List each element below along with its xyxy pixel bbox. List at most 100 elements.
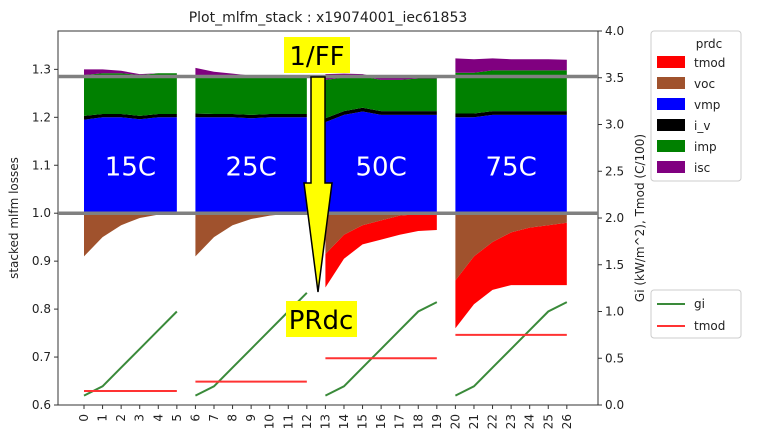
y2-tick-label: 0.0: [605, 398, 624, 412]
x-tick-label: 6: [188, 414, 202, 422]
y2-tick-label: 1.0: [605, 305, 624, 319]
area-vmp: [455, 114, 567, 214]
y-tick-label: 0.9: [32, 254, 51, 268]
legend-swatch-tmod: [657, 56, 685, 68]
group-label: 50C: [355, 152, 406, 182]
x-tick-label: 5: [170, 414, 184, 422]
annotation-top-bg: [284, 37, 350, 73]
x-tick-label: 3: [133, 414, 147, 422]
x-tick-label: 1: [96, 414, 110, 422]
x-tick-label: 0: [77, 414, 91, 422]
area-imp: [325, 76, 437, 119]
down-arrow: [303, 76, 333, 293]
group-label: 25C: [226, 152, 277, 182]
axis-ticks: 0.6 0.7 0.8 0.9 1.0 1.1 1.2 1.3 0.0 0.5 1.0 1.5 2.0 2…: [32, 24, 624, 429]
x-tick-label: 2: [114, 414, 128, 422]
area-isc: [84, 69, 177, 76]
x-tick-label: 25: [541, 414, 555, 429]
area-vmp: [84, 117, 177, 214]
x-tick-label: 17: [393, 414, 407, 429]
x-tick-label: 24: [523, 414, 537, 429]
x-tick-label: 20: [448, 414, 462, 429]
legend-label-isc: isc: [694, 161, 710, 175]
legend-line-label-gi: gi: [694, 297, 705, 311]
x-tick-label: 9: [244, 414, 258, 422]
x-tick-label: 22: [486, 414, 500, 429]
gi-line: [83, 310, 178, 397]
group-label: 15C: [105, 152, 156, 182]
legend-label-i_v: i_v: [694, 119, 710, 133]
legend-line-label-tmod: tmod: [694, 319, 725, 333]
y-axis-label-left: stacked mlfm losses: [7, 157, 21, 279]
annotation-top: 1/FF: [289, 42, 344, 72]
x-tick-label: 15: [356, 414, 370, 429]
area-vmp: [325, 111, 437, 214]
line-legend: gi tmod: [650, 289, 742, 339]
x-tick-label: 4: [151, 414, 165, 422]
x-tick-label: 12: [300, 414, 314, 429]
line-series: [83, 292, 568, 397]
stack-legend-title: prdc: [696, 37, 723, 51]
arrow-annotation: 1/FF PRdc: [284, 37, 357, 337]
stack-areas: [84, 58, 567, 329]
area-i_v: [325, 107, 437, 123]
area-voc: [195, 213, 307, 257]
legend-swatch-voc: [657, 77, 685, 89]
area-i_v: [84, 113, 177, 120]
legend-swatch-i_v: [657, 119, 685, 131]
area-imp: [455, 70, 567, 114]
x-tick-label: 19: [430, 414, 444, 429]
x-tick-label: 10: [263, 414, 277, 429]
y-tick-label: 1.0: [32, 206, 51, 220]
y2-tick-label: 0.5: [605, 351, 624, 365]
gi-line: [454, 301, 568, 397]
x-tick-label: 8: [226, 414, 240, 422]
group-labels: 15C 25C 50C 75C: [105, 152, 537, 182]
legend-swatch-vmp: [657, 98, 685, 110]
x-tick-label: 14: [337, 414, 351, 429]
y2-tick-label: 3.0: [605, 118, 624, 132]
area-i_v: [455, 111, 567, 118]
x-tick-label: 21: [467, 414, 481, 429]
y-axis-label-right: Gi (kW/m^2), Tmod (C/100): [633, 134, 647, 302]
y2-tick-label: 2.0: [605, 211, 624, 225]
area-vmp: [195, 117, 307, 214]
group-label: 75C: [485, 152, 536, 182]
x-tick-label: 13: [318, 414, 332, 429]
area-voc: [325, 213, 437, 254]
chart-title: Plot_mlfm_stack : x19074001_iec61853: [189, 10, 468, 26]
annotation-bottom: PRdc: [289, 306, 354, 336]
legend-swatch-imp: [657, 140, 685, 152]
y-tick-label: 0.7: [32, 350, 51, 364]
legend-label-voc: voc: [694, 77, 715, 91]
y-tick-label: 0.8: [32, 302, 51, 316]
area-voc: [84, 213, 177, 257]
area-isc: [195, 67, 307, 77]
y2-tick-label: 3.5: [605, 71, 624, 85]
legend-label-vmp: vmp: [694, 98, 720, 112]
x-tick-label: 18: [411, 414, 425, 429]
x-tick-label: 16: [374, 414, 388, 429]
x-tick-label: 7: [207, 414, 221, 422]
x-tick-label: 23: [504, 414, 518, 429]
y2-tick-label: 2.5: [605, 164, 624, 178]
x-tick-label: 26: [560, 414, 574, 429]
area-imp: [195, 75, 307, 115]
legend-swatch-isc: [657, 161, 685, 173]
gi-line: [324, 301, 438, 397]
area-isc: [455, 58, 567, 73]
y2-tick-label: 1.5: [605, 258, 624, 272]
legend-label-imp: imp: [694, 140, 717, 154]
x-tick-label: 11: [281, 414, 295, 429]
y2-tick-label: 4.0: [605, 24, 624, 38]
area-imp: [84, 73, 177, 116]
area-i_v: [195, 113, 307, 119]
y-tick-label: 1.1: [32, 158, 51, 172]
y-tick-label: 1.3: [32, 62, 51, 76]
y-tick-label: 1.2: [32, 110, 51, 124]
y-tick-label: 0.6: [32, 398, 51, 412]
annotation-bottom-bg: [286, 301, 357, 337]
area-tmod: [325, 213, 437, 288]
